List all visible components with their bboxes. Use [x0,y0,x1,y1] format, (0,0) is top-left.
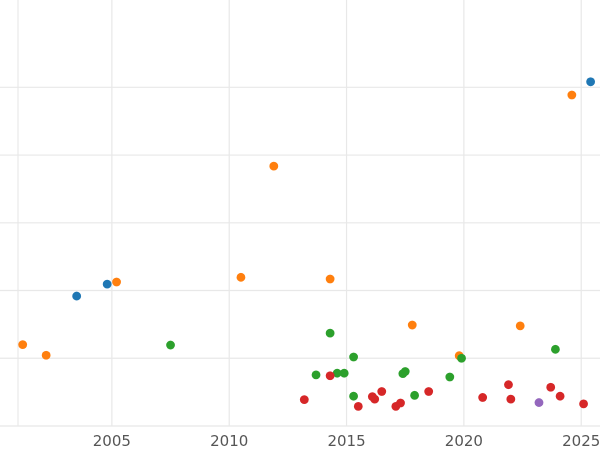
scatter-point [72,291,82,301]
scatter-point [332,368,342,378]
scatter-point [102,279,112,289]
tick-label-layer: 2005 2010 2015 2020 2025 [93,432,600,450]
scatter-point [269,161,279,171]
series-group [166,328,560,401]
scatter-point [424,387,434,396]
scatter-point [515,321,525,331]
scatter-point [400,367,410,376]
scatter-point [457,353,466,363]
scatter-point [166,340,175,350]
scatter-point [18,340,28,350]
scatter-point [586,77,596,87]
series-group [534,398,544,407]
scatter-point [555,391,565,401]
scatter-point [325,371,335,381]
scatter-point [546,382,556,392]
series-group [72,77,596,301]
scatter-point [325,274,335,284]
scatter-point [299,395,309,404]
scatter-point [349,352,358,362]
grid-layer [0,0,600,427]
x-tick-label: 2015 [327,432,365,450]
scatter-point [311,370,321,380]
x-tick-label: 2005 [93,432,131,450]
scatter-point [551,344,560,354]
x-tick-label: 2020 [445,432,483,450]
scatter-point [353,402,363,411]
x-tick-label: 2010 [210,432,248,450]
scatter-point [236,272,246,282]
scatter-point [370,394,380,404]
x-tick-label: 2025 [562,432,600,450]
scatter-point [567,90,577,100]
scatter-point [579,399,588,409]
series-group [299,371,588,411]
scatter-point [112,277,121,287]
scatter-point [445,372,455,382]
scatter-point [407,320,417,330]
scatter-point [41,350,51,360]
scatter-point [349,391,358,401]
scatter-point [534,398,544,407]
scatter-point [410,390,420,400]
scatter-point [506,394,516,404]
scatter-point [339,368,349,378]
series-group [18,90,577,361]
scatter-point [325,328,335,338]
scatter-point [377,387,387,396]
scatter-point [478,393,488,402]
data-point-layer [18,77,596,411]
scatter-point [504,380,513,390]
scatter-point [396,398,405,408]
